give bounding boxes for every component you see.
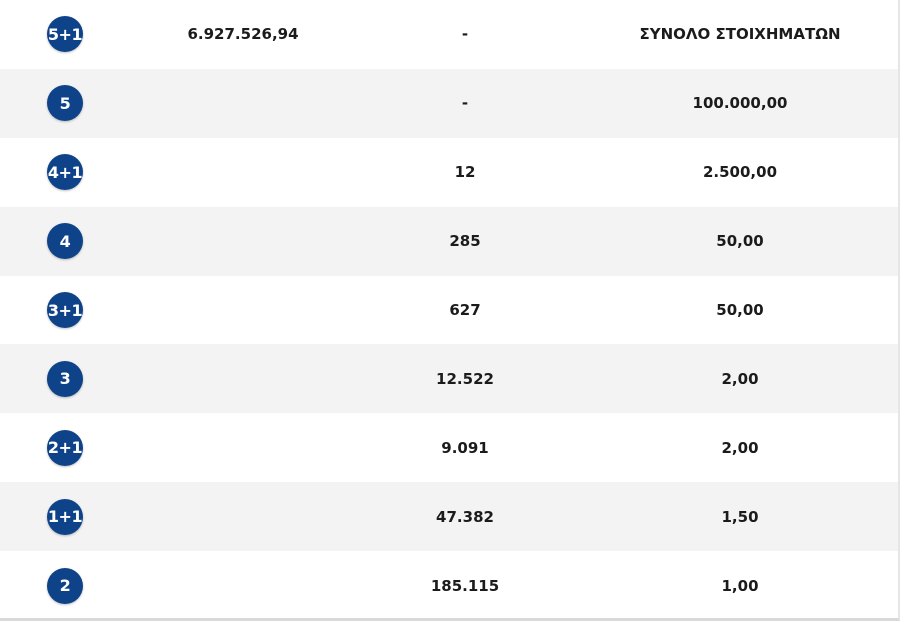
winners-count: 9.091 [441, 438, 489, 457]
table-row: 1+1 47.382 1,50 [0, 482, 898, 552]
table-row: 2+1 9.091 2,00 [0, 413, 898, 483]
prize-amount: 2,00 [721, 438, 759, 457]
table-row: 3 12.522 2,00 [0, 344, 898, 414]
jackpot-amount: 6.927.526,94 [187, 25, 299, 44]
category-badge: 5 [47, 85, 83, 122]
category-badge: 3 [47, 360, 83, 397]
prize-amount: 50,00 [716, 232, 764, 251]
prize-amount: ΣΥΝΟΛΟ ΣΤΟΙΧΗΜΑΤΩΝ [639, 25, 841, 44]
winners-count: 12 [454, 163, 476, 182]
winners-count: 185.115 [430, 576, 500, 595]
category-badge: 3+1 [47, 292, 83, 328]
winners-count: 47.382 [436, 507, 494, 526]
prize-amount: 2.500,00 [702, 163, 778, 182]
category-badge: 2 [47, 567, 83, 604]
winners-count: 627 [449, 301, 481, 319]
category-badge: 4+1 [47, 154, 83, 191]
table-row: 3+1 627 50,00 [0, 275, 898, 345]
table-row: 5+1 6.927.526,94 - ΣΥΝΟΛΟ ΣΤΟΙΧΗΜΑΤΩΝ [0, 0, 898, 69]
category-badge: 5+1 [47, 16, 83, 53]
category-badge: 2+1 [47, 429, 83, 466]
category-badge: 4 [47, 223, 83, 260]
table-row: 5 - 100.000,00 [0, 68, 898, 138]
winners-count: - [461, 94, 469, 113]
table-row: 4+1 12 2.500,00 [0, 137, 898, 207]
table-row: 4 285 50,00 [0, 206, 898, 276]
winners-count: 12.522 [436, 369, 494, 388]
prize-amount: 1,00 [721, 576, 759, 595]
prize-amount: 100.000,00 [692, 94, 788, 113]
prize-amount: 1,50 [721, 507, 759, 526]
winners-count: 285 [449, 232, 481, 251]
category-badge: 1+1 [47, 498, 83, 535]
prize-amount: 50,00 [716, 301, 764, 319]
winners-count: - [461, 25, 469, 44]
prize-amount: 2,00 [721, 369, 759, 388]
table-row: 2 185.115 1,00 [0, 551, 898, 618]
